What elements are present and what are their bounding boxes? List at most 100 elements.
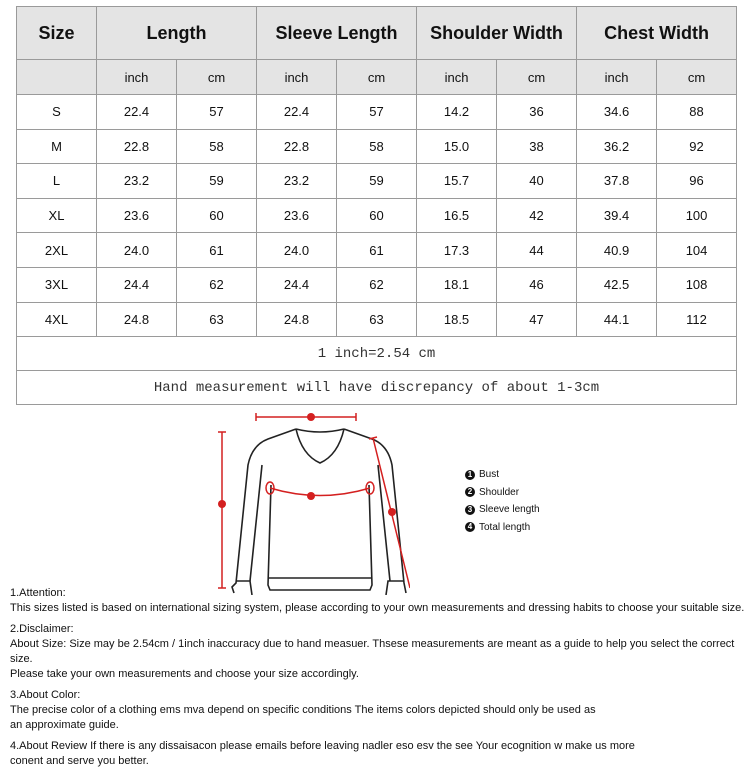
table-cell: 23.2 xyxy=(256,163,337,199)
table-cell: 14.2 xyxy=(416,94,498,130)
table-cell: 39.4 xyxy=(576,197,658,234)
unit-label: cm xyxy=(496,59,578,95)
sweater-outline xyxy=(231,428,407,595)
table-cell: 57 xyxy=(335,94,418,130)
legend-label: Shoulder xyxy=(479,486,520,498)
size-cell: 4XL xyxy=(16,301,97,338)
table-cell: 57 xyxy=(176,94,257,130)
table-cell: 42 xyxy=(496,197,578,234)
table-cell: 22.4 xyxy=(256,94,337,130)
table-cell: 61 xyxy=(335,232,418,268)
size-cell: M xyxy=(16,128,97,165)
unit-label: inch xyxy=(96,59,177,95)
note-line: 4.About Review If there is any dissaisac… xyxy=(10,740,635,752)
table-cell: 62 xyxy=(176,266,257,303)
table-cell: 58 xyxy=(176,128,257,165)
header-row: Size Length Sleeve Length Shoulder Width… xyxy=(16,6,738,60)
table-row: S 22.4 57 22.4 57 14.2 36 34.6 88 xyxy=(16,94,738,130)
table-row: XL 23.6 60 23.6 60 16.5 42 39.4 100 xyxy=(16,197,738,234)
legend-item: 2 Shoulder xyxy=(465,484,540,502)
table-cell: 88 xyxy=(656,94,738,130)
header-shoulder-width: Shoulder Width xyxy=(416,6,578,60)
size-cell: L xyxy=(16,163,97,199)
table-row: 4XL 24.8 63 24.8 63 18.5 47 44.1 112 xyxy=(16,301,738,338)
note-item: 4.About Review If there is any dissaisac… xyxy=(10,739,750,769)
table-cell: 46 xyxy=(496,266,578,303)
note-line: conent and serve you better. xyxy=(10,755,149,767)
table-cell: 59 xyxy=(335,163,418,199)
table-cell: 96 xyxy=(656,163,738,199)
table-cell: 42.5 xyxy=(576,266,658,303)
table-cell: 100 xyxy=(656,197,738,234)
table-cell: 24.0 xyxy=(256,232,337,268)
table-cell: 22.8 xyxy=(256,128,337,165)
size-cell: 3XL xyxy=(16,266,97,303)
table-cell: 24.4 xyxy=(256,266,337,303)
legend-label: Bust xyxy=(479,469,500,480)
note-title: 3.About Color: xyxy=(10,689,81,701)
note-line: The precise color of a clothing ems mva … xyxy=(10,704,596,716)
table-cell: 22.4 xyxy=(96,94,177,130)
legend-number-icon: 3 xyxy=(465,504,475,515)
table-row: 2XL 24.0 61 24.0 61 17.3 44 40.9 104 xyxy=(16,232,738,268)
note-line: About Size: Size may be 2.54cm / 1inch i… xyxy=(10,638,735,665)
table-cell: 15.7 xyxy=(416,163,498,199)
table-cell: 23.6 xyxy=(256,197,337,234)
size-cell: XL xyxy=(16,197,97,234)
note-title: 2.Disclaimer: xyxy=(10,623,74,635)
conversion-note: 1 inch=2.54 cm xyxy=(15,336,738,372)
size-chart-table: Size Length Sleeve Length Shoulder Width… xyxy=(15,6,738,406)
table-cell: 36.2 xyxy=(576,128,658,165)
header-length: Length xyxy=(96,6,257,60)
table-cell: 38 xyxy=(496,128,578,165)
table-cell: 22.8 xyxy=(96,128,177,165)
table-cell: 61 xyxy=(176,232,257,268)
note-line: an approximate guide. xyxy=(10,719,119,731)
header-size: Size xyxy=(16,6,97,60)
measurement-markers xyxy=(218,413,396,516)
conversion-row: 1 inch=2.54 cm xyxy=(15,336,738,372)
table-cell: 92 xyxy=(656,128,738,165)
table-cell: 24.0 xyxy=(96,232,177,268)
table-cell: 44.1 xyxy=(576,301,658,338)
legend-item: 4 Total length xyxy=(465,519,540,537)
legend-item: 3 Sleeve length xyxy=(465,501,540,519)
legend-item: 1 Bust xyxy=(465,466,540,484)
legend-number-icon: 4 xyxy=(465,522,475,533)
table-cell: 104 xyxy=(656,232,738,268)
note-line: This sizes listed is based on internatio… xyxy=(10,602,745,614)
discrepancy-note: Hand measurement will have discrepancy o… xyxy=(15,370,738,406)
discrepancy-row: Hand measurement will have discrepancy o… xyxy=(15,370,738,406)
legend-label: Sleeve length xyxy=(479,504,540,515)
table-cell: 24.8 xyxy=(96,301,177,338)
table-cell: 24.8 xyxy=(256,301,337,338)
table-cell: 112 xyxy=(656,301,738,338)
unit-blank xyxy=(16,59,97,95)
table-cell: 15.0 xyxy=(416,128,498,165)
table-cell: 24.4 xyxy=(96,266,177,303)
notes-section: 1.Attention: This sizes listed is based o… xyxy=(10,586,750,775)
table-cell: 108 xyxy=(656,266,738,303)
table-cell: 34.6 xyxy=(576,94,658,130)
table-cell: 23.2 xyxy=(96,163,177,199)
table-row: L 23.2 59 23.2 59 15.7 40 37.8 96 xyxy=(16,163,738,199)
table-cell: 18.1 xyxy=(416,266,498,303)
table-cell: 18.5 xyxy=(416,301,498,338)
table-row: 3XL 24.4 62 24.4 62 18.1 46 42.5 108 xyxy=(16,266,738,303)
note-item: 2.Disclaimer: About Size: Size may be 2.5… xyxy=(10,622,750,682)
table-cell: 47 xyxy=(496,301,578,338)
note-item: 1.Attention: This sizes listed is based o… xyxy=(10,586,750,616)
unit-label: cm xyxy=(176,59,257,95)
table-cell: 62 xyxy=(335,266,418,303)
note-line: Please take your own measurements and ch… xyxy=(10,668,359,680)
table-cell: 40 xyxy=(496,163,578,199)
table-cell: 17.3 xyxy=(416,232,498,268)
table-cell: 44 xyxy=(496,232,578,268)
unit-label: inch xyxy=(576,59,658,95)
unit-label: inch xyxy=(256,59,337,95)
legend-label: Total length xyxy=(479,521,531,533)
header-chest-width: Chest Width xyxy=(576,6,738,60)
unit-label: cm xyxy=(656,59,738,95)
table-cell: 58 xyxy=(335,128,418,165)
legend-number-icon: 2 xyxy=(465,487,475,498)
